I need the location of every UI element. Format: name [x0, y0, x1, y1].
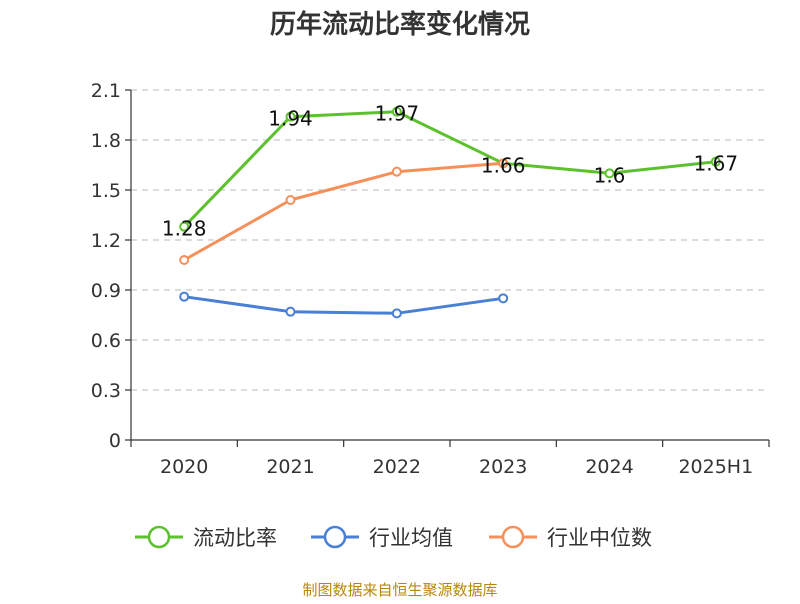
- y-tick-label: 1.5: [91, 180, 121, 202]
- x-tick-label: 2025H1: [678, 456, 753, 478]
- data-label: 1.28: [162, 217, 207, 241]
- legend-label: 行业均值: [369, 526, 453, 550]
- legend-marker: [147, 525, 171, 549]
- x-axis-ticks: 2020 2021 2022 2023 2024 2025H1: [160, 456, 753, 478]
- series-line: [182, 161, 505, 262]
- data-labels: 1.28 1.94 1.97 1.66 1.6 1.67: [162, 102, 738, 241]
- y-tick-label: 0: [109, 430, 121, 452]
- y-tick-label: 2.1: [91, 80, 121, 102]
- data-point: [285, 195, 296, 205]
- legend-marker: [323, 525, 347, 549]
- data-point: [391, 308, 402, 319]
- legend-marker: [501, 525, 525, 549]
- legend-label: 行业中位数: [547, 526, 652, 550]
- chart-title: 历年流动比率变化情况: [270, 9, 530, 40]
- data-label: 1.66: [481, 153, 526, 177]
- x-tick-label: 2020: [160, 456, 208, 478]
- data-label: 1.67: [694, 152, 739, 176]
- data-label: 1.94: [268, 107, 313, 131]
- y-tick-label: 0.9: [91, 280, 121, 302]
- axes: [125, 89, 770, 447]
- y-tick-label: 0.3: [91, 380, 121, 402]
- legend: 流动比率 行业均值 行业中位数: [135, 525, 652, 550]
- series-group: [179, 106, 721, 319]
- y-tick-label: 0.6: [91, 330, 121, 352]
- data-point: [604, 168, 615, 179]
- data-label: 1.97: [375, 102, 420, 126]
- data-point: [391, 106, 402, 117]
- data-point: [285, 306, 296, 317]
- y-tick-label: 1.2: [91, 230, 121, 252]
- series-line: [182, 295, 505, 315]
- source-note: 制图数据来自恒生聚源数据库: [302, 581, 497, 599]
- data-point: [498, 158, 509, 169]
- x-tick-label: 2024: [585, 456, 633, 478]
- series-line: [182, 110, 718, 229]
- grid-lines: [131, 89, 769, 391]
- data-point: [710, 156, 721, 167]
- data-point: [179, 221, 190, 232]
- x-tick-label: 2021: [266, 456, 314, 478]
- y-tick-label: 1.8: [91, 130, 121, 152]
- legend-label: 流动比率: [193, 526, 277, 550]
- data-point: [179, 255, 190, 265]
- data-point: [498, 293, 509, 304]
- data-point: [391, 166, 402, 177]
- data-label: 1.6: [594, 163, 626, 187]
- data-point: [179, 291, 190, 302]
- x-tick-label: 2023: [479, 456, 527, 478]
- y-axis-ticks: 0 0.3 0.6 0.9 1.2 1.5 1.8 2.1: [91, 80, 121, 452]
- data-point: [285, 111, 296, 122]
- x-tick-label: 2022: [373, 456, 421, 478]
